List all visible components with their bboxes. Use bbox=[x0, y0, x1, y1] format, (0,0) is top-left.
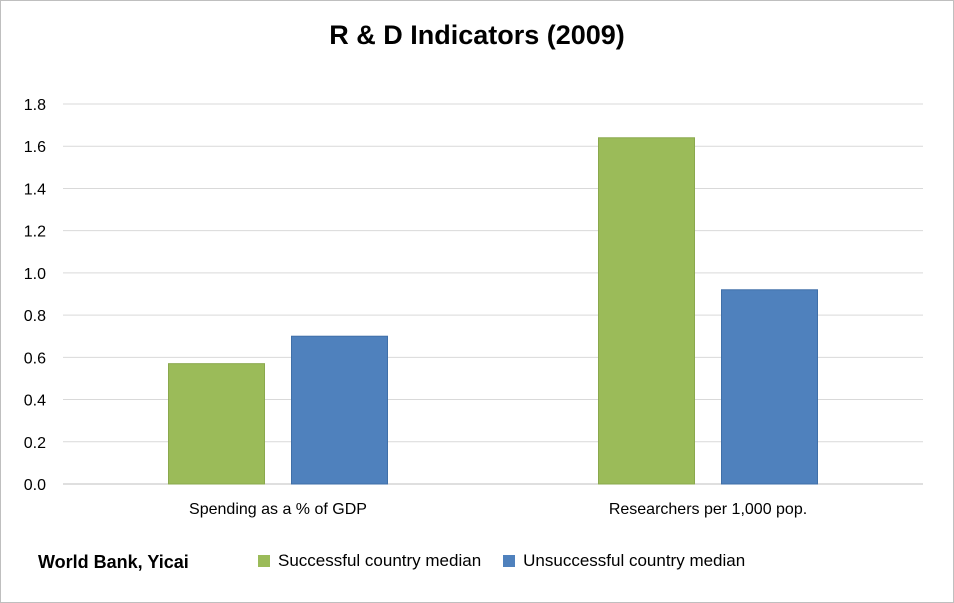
y-tick-label: 0.6 bbox=[24, 350, 46, 367]
y-tick-label: 1.4 bbox=[24, 181, 46, 198]
source-label: World Bank, Yicai bbox=[38, 552, 189, 572]
y-tick-label: 0.2 bbox=[24, 435, 46, 452]
y-tick-label: 0.4 bbox=[24, 393, 46, 410]
legend-label-unsuccessful: Unsuccessful country median bbox=[523, 551, 746, 570]
legend: Successful country median Unsuccessful c… bbox=[258, 551, 767, 571]
y-tick-label: 1.0 bbox=[24, 266, 46, 283]
bar-successful-spending bbox=[168, 363, 265, 485]
legend-item-unsuccessful: Unsuccessful country median bbox=[503, 551, 745, 571]
chart-title: R & D Indicators (2009) bbox=[329, 20, 625, 50]
y-tick-label: 0.0 bbox=[24, 477, 46, 494]
legend-swatch-unsuccessful bbox=[503, 555, 516, 567]
y-tick-label: 1.2 bbox=[24, 224, 46, 241]
y-tick-label: 1.6 bbox=[24, 139, 46, 156]
legend-item-successful: Successful country median bbox=[258, 551, 481, 571]
legend-label-successful: Successful country median bbox=[278, 551, 482, 570]
y-tick-label: 1.8 bbox=[24, 97, 46, 114]
legend-swatch-successful bbox=[258, 555, 270, 567]
bar-unsuccessful-researchers bbox=[721, 289, 818, 485]
bar-successful-researchers bbox=[598, 137, 695, 485]
x-category-label: Researchers per 1,000 pop. bbox=[609, 501, 807, 518]
y-tick-label: 0.8 bbox=[24, 308, 46, 325]
x-category-label: Spending as a % of GDP bbox=[189, 501, 367, 518]
bar-unsuccessful-spending bbox=[291, 335, 388, 485]
